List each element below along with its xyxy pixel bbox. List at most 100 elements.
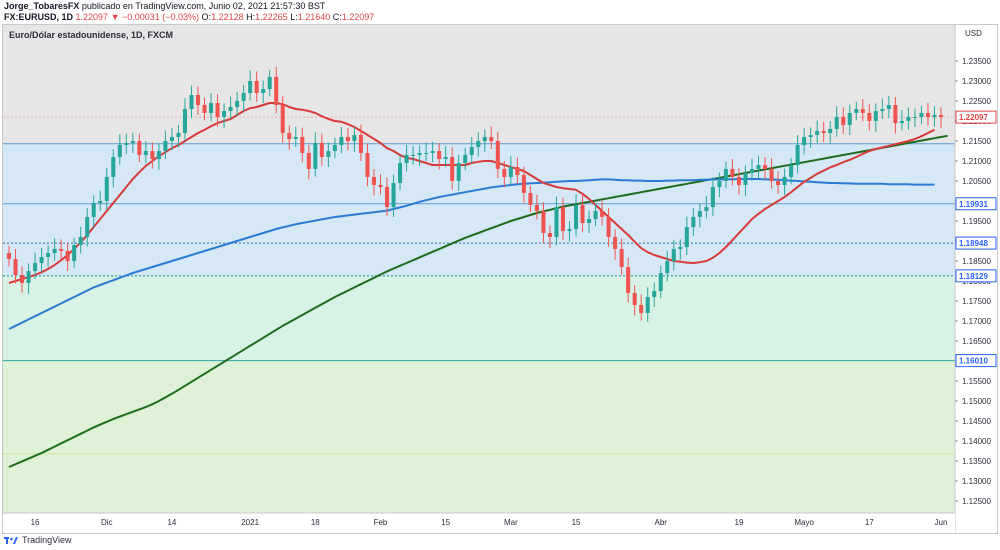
x-tick-label: 19 [735,518,744,527]
zone-band [3,143,955,276]
candle-body [39,257,44,263]
chart-container[interactable]: 1.12500 1.13000 1.13500 1.14000 1.14500 1.150… [2,24,998,534]
candle-body [117,145,122,157]
candle-body [834,117,839,129]
y-tick-label: 1.21500 [962,137,991,146]
candle [274,67,279,114]
y-tick-label: 1.22500 [962,97,991,106]
candle [358,124,363,161]
candle [117,134,122,165]
candle-body [502,169,507,177]
price-axis[interactable]: 1.12500 1.13000 1.13500 1.14000 1.14500 1.150… [954,25,997,533]
candle [880,98,885,119]
candle [574,194,579,237]
candle-body [730,169,735,177]
candle [261,80,266,103]
candle-body [482,137,487,141]
candle-body [710,187,715,207]
candle [46,245,51,268]
candle [78,227,83,254]
candle-body [606,217,611,237]
candle-body [776,181,781,185]
candle [52,238,57,261]
currency-label[interactable]: USD [965,29,982,38]
ohlc-line: FX:EURUSD, 1D 1.22097 ▼ −0.00031 (−0.03%… [4,12,374,22]
candle-body [137,141,142,155]
y-tick-label: 1.14000 [962,437,991,446]
candle [626,257,631,303]
candle [802,128,807,155]
candle [378,174,383,195]
candle [104,167,109,211]
candle-body [521,175,526,193]
candle [789,157,794,185]
candle [554,196,559,245]
candle [306,145,311,180]
y-tick-label: 1.13000 [962,477,991,486]
candlestick-chart[interactable]: 1.12500 1.13000 1.13500 1.14000 1.14500 1.150… [3,25,997,533]
candle-body [756,165,761,169]
candle [228,96,233,119]
candle-body [319,143,324,157]
candle-body [163,141,168,151]
candle-body [932,115,937,117]
candle [502,161,507,188]
candle [587,210,592,233]
candle-body [743,173,748,185]
chart-title: Euro/Dólar estadounidense, 1D, FXCM [9,30,173,40]
candle [280,96,285,143]
candle-body [143,151,148,155]
candle-body [515,167,520,175]
candle-body [847,113,852,125]
candle [834,106,839,137]
candle [248,70,253,101]
candle-body [684,227,689,247]
candle-body [560,207,566,231]
candle-body [398,163,403,183]
candle [645,287,650,322]
candle [169,127,174,151]
price-tag-label: 1.16010 [959,357,988,366]
candle [150,142,155,169]
candle [111,149,116,188]
close-value: 1.22097 [341,12,375,22]
candle [59,239,64,260]
footer: TradingView [4,535,72,545]
candle-body [749,169,755,173]
footer-brand[interactable]: TradingView [22,535,72,545]
candle-body [111,157,116,177]
candle-body [378,185,383,187]
author-name[interactable]: Jorge_TobaresFX [4,1,80,11]
price-tag-label: 1.19931 [959,200,988,209]
candle [456,154,461,191]
time-axis[interactable]: 16 Dic 14 2021 18 Feb 15 Mar 15 Abr 19 Mayo 17 Jun [3,512,955,533]
candle-body [26,271,31,283]
candle [821,121,826,143]
candle [671,240,676,271]
x-tick-label: 15 [441,518,450,527]
candles-layer [6,67,944,322]
candle [547,225,552,248]
candle-body [371,177,376,185]
candle-body [841,117,846,125]
x-tick-label: Jun [935,518,948,527]
candle-body [293,137,298,139]
price-change: 1.22097 ▼ −0.00031 (−0.03%) [75,12,200,22]
candle-body [886,105,891,109]
candle [443,146,448,167]
y-tick-label: 1.23500 [962,57,991,66]
candle [639,294,644,321]
candle [332,137,337,159]
candle-body [456,163,461,181]
candle [873,103,878,132]
candle-body [404,155,409,163]
candle [254,71,259,102]
candle-body [391,183,396,207]
candle-body [593,211,598,219]
candle [769,158,774,189]
candle-body [736,177,741,185]
candle-body [13,259,18,275]
candle [528,185,533,213]
candle [912,108,917,127]
candle [430,141,435,163]
